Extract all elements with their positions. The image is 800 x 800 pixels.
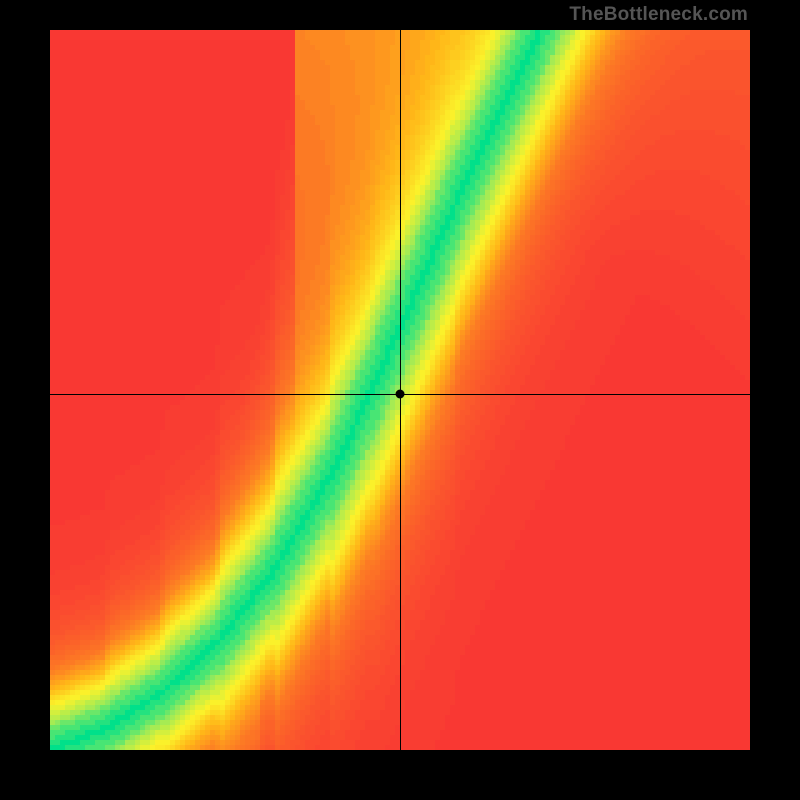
chart-frame: TheBottleneck.com (0, 0, 800, 800)
watermark-title: TheBottleneck.com (569, 4, 748, 26)
crosshair-marker-dot (396, 390, 405, 399)
plot-area (50, 30, 750, 750)
